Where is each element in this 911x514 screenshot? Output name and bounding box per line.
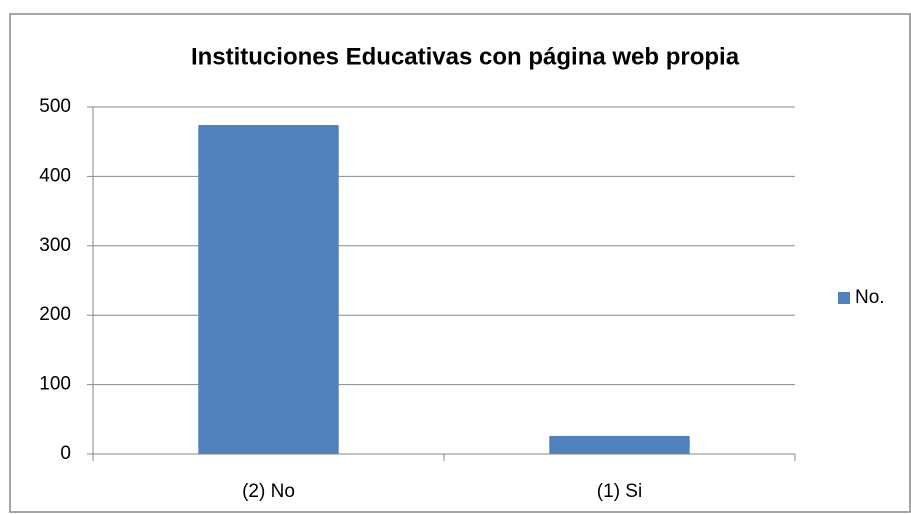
- chart-title: Instituciones Educativas con página web …: [191, 43, 740, 70]
- y-tick-label: 200: [39, 304, 71, 325]
- y-tick-label: 400: [39, 165, 71, 186]
- legend-swatch: [838, 292, 850, 304]
- x-tick-label: (1) Si: [597, 481, 642, 502]
- bar: [198, 125, 339, 454]
- legend-label: No.: [855, 287, 885, 308]
- y-tick-label: 0: [60, 443, 71, 464]
- y-tick-label: 500: [39, 96, 71, 117]
- bar: [549, 435, 690, 454]
- y-tick-label: 100: [39, 374, 71, 395]
- x-tick-label: (2) No: [242, 481, 295, 502]
- chart-frame: [9, 13, 911, 513]
- y-tick-label: 300: [39, 235, 71, 256]
